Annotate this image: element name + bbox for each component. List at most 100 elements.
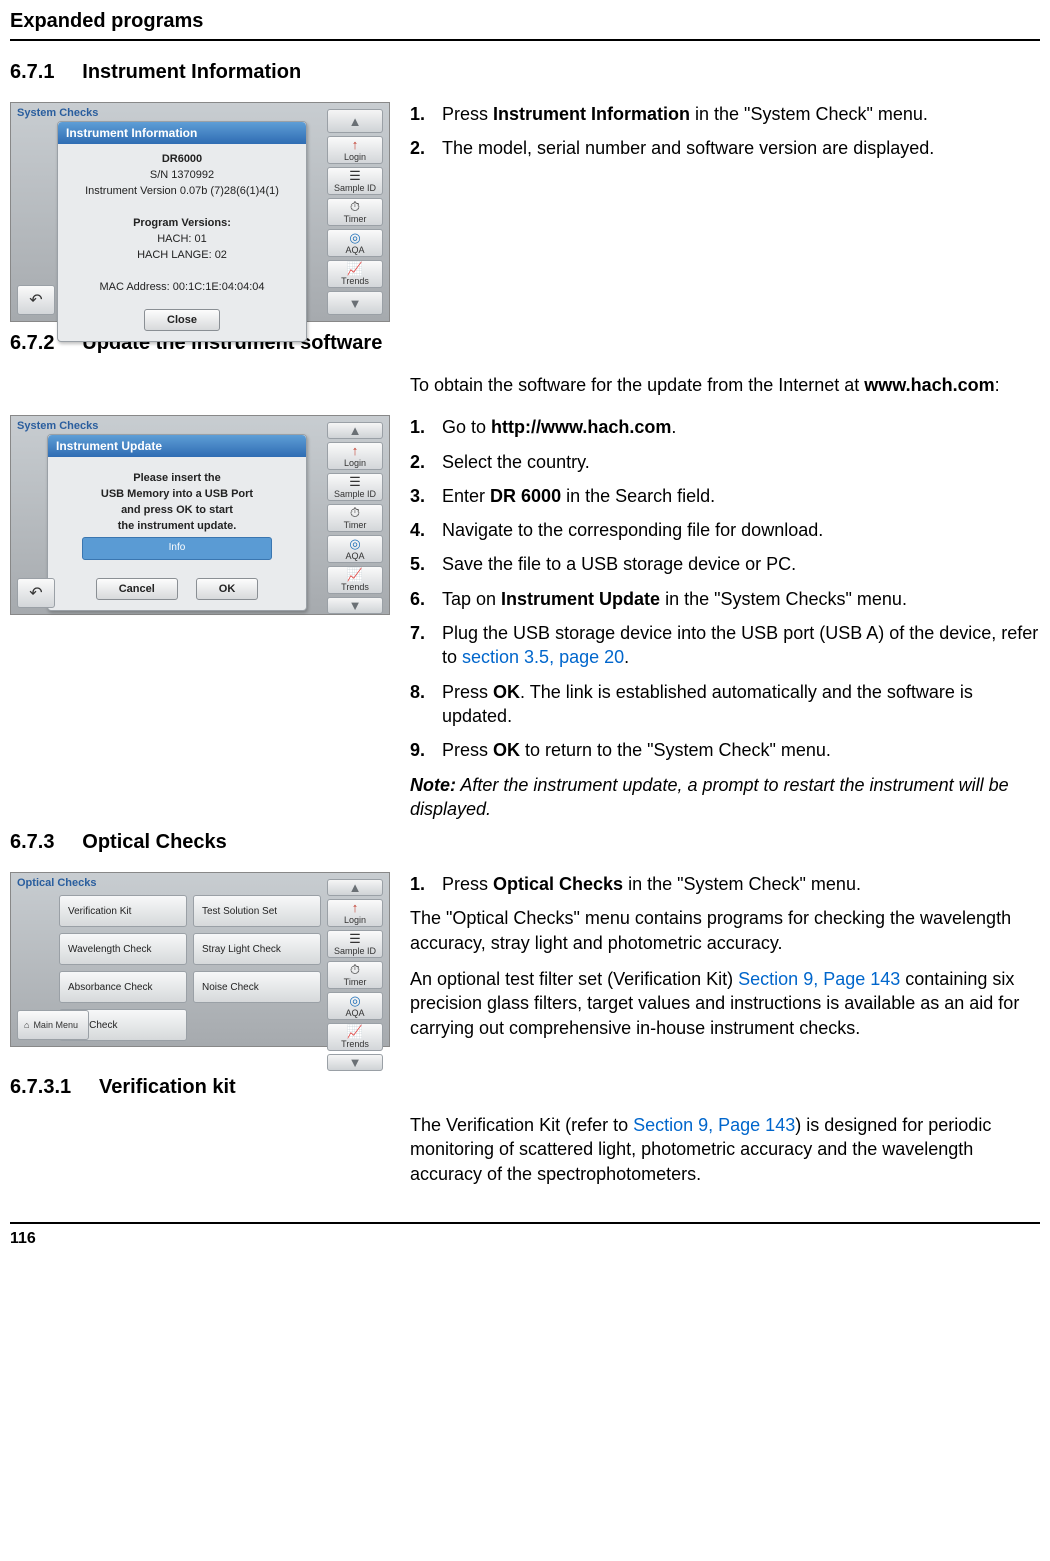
sample-id-button[interactable]: ☰Sample ID xyxy=(327,473,383,501)
step-bold: Instrument Update xyxy=(501,589,660,609)
sample-id-label: Sample ID xyxy=(334,183,376,193)
step-text: The model, serial number and software ve… xyxy=(442,138,934,158)
timer-icon: ⏱ xyxy=(350,200,360,213)
sample-id-label: Sample ID xyxy=(334,946,376,956)
page-footer: 116 xyxy=(10,1222,1040,1248)
step-text: to return to the "System Check" menu. xyxy=(520,740,831,760)
timer-button[interactable]: ⏱Timer xyxy=(327,961,383,989)
trends-icon: 📈 xyxy=(347,262,363,275)
step-text: Press xyxy=(442,874,493,894)
para-673-2: An optional test filter set (Verificatio… xyxy=(410,967,1040,1040)
grid-button-verification-kit[interactable]: Verification Kit xyxy=(59,895,187,927)
heading-673: 6.7.3 Optical Checks xyxy=(10,831,1040,854)
grid-button-absorbance[interactable]: Absorbance Check xyxy=(59,971,187,1003)
steps-671: Press Instrument Information in the "Sys… xyxy=(410,102,1040,161)
scroll-up-button[interactable]: ▲ xyxy=(327,422,383,439)
note-label: Note: xyxy=(410,775,456,795)
login-button[interactable]: ↑Login xyxy=(327,442,383,470)
sample-id-button[interactable]: ☰Sample ID xyxy=(327,930,383,958)
step-text: Go to xyxy=(442,417,491,437)
target-icon: ◎ xyxy=(349,994,360,1007)
dialog-title: Instrument Information xyxy=(58,122,306,144)
step-item: Select the country. xyxy=(410,450,1040,474)
aqa-button[interactable]: ◎AQA xyxy=(327,229,383,257)
timer-label: Timer xyxy=(344,214,367,224)
info-pv2: HACH LANGE: 02 xyxy=(137,249,227,261)
update-line: Please insert the xyxy=(133,472,220,484)
step-item: The model, serial number and software ve… xyxy=(410,136,1040,160)
cancel-button[interactable]: Cancel xyxy=(96,578,178,600)
info-serial: S/N 1370992 xyxy=(150,169,214,181)
update-line: USB Memory into a USB Port xyxy=(101,488,253,500)
scroll-up-button[interactable]: ▲ xyxy=(327,879,383,896)
step-item: Press Optical Checks in the "System Chec… xyxy=(410,872,1040,896)
info-model: DR6000 xyxy=(162,153,202,165)
login-label: Login xyxy=(344,458,366,468)
grid-button-noise[interactable]: Noise Check xyxy=(193,971,321,1003)
grid-button-wavelength[interactable]: Wavelength Check xyxy=(59,933,187,965)
intro-bold: www.hach.com xyxy=(864,375,994,395)
aqa-button[interactable]: ◎AQA xyxy=(327,535,383,563)
close-button[interactable]: Close xyxy=(144,309,220,331)
scroll-down-button[interactable]: ▼ xyxy=(327,1054,383,1071)
heading-number: 6.7.2 xyxy=(10,332,54,354)
screenshot-instrument-info: System Checks Instrument Information DR6… xyxy=(10,102,390,322)
chevron-down-icon: ▼ xyxy=(349,599,362,612)
timer-button[interactable]: ⏱Timer xyxy=(327,504,383,532)
intro-text: : xyxy=(995,375,1000,395)
trends-button[interactable]: 📈Trends xyxy=(327,1023,383,1051)
back-button[interactable]: ↶ xyxy=(17,285,55,315)
login-button[interactable]: ↑Login xyxy=(327,136,383,164)
step-text: Press xyxy=(442,104,493,124)
scroll-down-button[interactable]: ▼ xyxy=(327,597,383,614)
crossref-link[interactable]: section 3.5, page 20 xyxy=(462,647,624,667)
grid-button-test-solution[interactable]: Test Solution Set xyxy=(193,895,321,927)
trends-button[interactable]: 📈Trends xyxy=(327,260,383,288)
login-icon: ↑ xyxy=(352,444,359,457)
grid-button-stray-light[interactable]: Stray Light Check xyxy=(193,933,321,965)
chevron-down-icon: ▼ xyxy=(349,297,362,310)
trends-icon: 📈 xyxy=(347,568,363,581)
ok-button[interactable]: OK xyxy=(196,578,259,600)
step-item: Press OK to return to the "System Check"… xyxy=(410,738,1040,762)
timer-label: Timer xyxy=(344,520,367,530)
step-bold: http://www.hach.com xyxy=(491,417,671,437)
shot-topbar: Optical Checks xyxy=(17,877,96,889)
info-button[interactable]: Info xyxy=(82,537,272,560)
update-line: the instrument update. xyxy=(118,520,237,532)
heading-671: 6.7.1 Instrument Information xyxy=(10,61,1040,84)
login-button[interactable]: ↑Login xyxy=(327,899,383,927)
step-bold: Instrument Information xyxy=(493,104,690,124)
aqa-button[interactable]: ◎AQA xyxy=(327,992,383,1020)
steps-672: Go to http://www.hach.com. Select the co… xyxy=(410,415,1040,762)
main-menu-label: Main Menu xyxy=(33,1020,78,1030)
dialog-title: Instrument Update xyxy=(48,435,306,457)
step-text: . xyxy=(624,647,629,667)
note-text: After the instrument update, a prompt to… xyxy=(410,775,1009,819)
trends-button[interactable]: 📈Trends xyxy=(327,566,383,594)
crossref-link[interactable]: Section 9, Page 143 xyxy=(633,1115,795,1135)
timer-button[interactable]: ⏱Timer xyxy=(327,198,383,226)
info-pv-label: Program Versions: xyxy=(133,217,231,229)
shot-topbar: System Checks xyxy=(17,107,98,119)
back-button[interactable]: ↶ xyxy=(17,578,55,608)
login-label: Login xyxy=(344,915,366,925)
login-icon: ↑ xyxy=(352,901,359,914)
step-text: Press xyxy=(442,740,493,760)
trends-icon: 📈 xyxy=(347,1025,363,1038)
sample-id-button[interactable]: ☰Sample ID xyxy=(327,167,383,195)
scroll-up-button[interactable]: ▲ xyxy=(327,109,383,133)
intro-672: To obtain the software for the update fr… xyxy=(410,373,1040,397)
heading-title: Verification kit xyxy=(99,1076,236,1098)
step-item: Press OK. The link is established automa… xyxy=(410,680,1040,729)
scroll-down-button[interactable]: ▼ xyxy=(327,291,383,315)
crossref-link[interactable]: Section 9, Page 143 xyxy=(738,969,900,989)
login-icon: ↑ xyxy=(352,138,359,151)
page-number: 116 xyxy=(10,1230,36,1247)
aqa-label: AQA xyxy=(345,551,364,561)
steps-673: Press Optical Checks in the "System Chec… xyxy=(410,872,1040,896)
para-text: An optional test filter set (Verificatio… xyxy=(410,969,738,989)
para-6731: The Verification Kit (refer to Section 9… xyxy=(410,1113,1040,1186)
main-menu-button[interactable]: ⌂ Main Menu xyxy=(17,1010,89,1040)
timer-icon: ⏱ xyxy=(350,506,360,519)
